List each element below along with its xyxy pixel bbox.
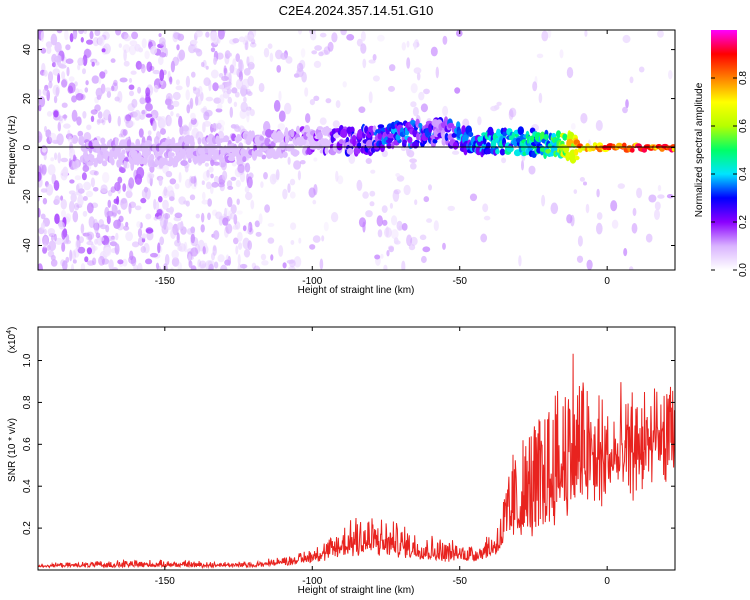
snr-frame — [37, 326, 676, 571]
colorbar-tick-label: 0.6 — [738, 119, 749, 133]
spectrogram-panel: -150 -100 -50 0 -40 -20 0 20 40 Height of straig… — [7, 29, 676, 296]
snr-xtick-label: -150 — [155, 576, 175, 587]
colorbar-label: Normalized spectral amplitude — [694, 82, 705, 217]
spectrogram-ytick-label: -40 — [22, 238, 33, 253]
snr-xtick-label: 0 — [604, 576, 610, 587]
colorbar: 0.0 0.2 0.4 0.6 0.8 Normalized spectral ampl… — [694, 30, 749, 277]
spectrogram-frame — [37, 29, 676, 271]
svg-text:(x104): (x104) — [6, 327, 18, 354]
snr-scale-label: (x104) — [6, 327, 18, 354]
colorbar-tick-label: 0.2 — [738, 215, 749, 229]
snr-ytick-label: 1.0 — [22, 353, 33, 367]
spectrogram-image — [38, 30, 675, 270]
snr-xtick-label: -50 — [452, 576, 467, 587]
snr-panel: -150 -100 -50 0 0.2 0.4 0.6 0.8 1.0 Height of st… — [6, 326, 676, 596]
snr-line-layer — [38, 353, 675, 570]
colorbar-gradient — [711, 30, 737, 270]
spectrogram-xtick-label: 0 — [604, 276, 610, 287]
snr-series-line — [38, 353, 675, 570]
colorbar-tick-label: 0.0 — [738, 263, 749, 277]
colorbar-ticks: 0.0 0.2 0.4 0.6 0.8 — [711, 71, 749, 277]
spectrogram-ytick-label: 20 — [22, 93, 33, 105]
spectrogram-ytick-label: 0 — [22, 144, 33, 150]
spectrogram-xtick-label: -100 — [302, 276, 322, 287]
snr-scale-close: ) — [7, 327, 18, 330]
snr-scale-prefix: (x10 — [7, 333, 18, 353]
spectrogram-xtick-label: -150 — [155, 276, 175, 287]
figure-title: C2E4.2024.357.14.51.G10 — [279, 3, 434, 18]
colorbar-tick-label: 0.8 — [738, 71, 749, 85]
snr-ytick-label: 0.2 — [22, 521, 33, 535]
snr-ticks: -150 -100 -50 0 0.2 0.4 0.6 0.8 1.0 — [22, 327, 675, 587]
snr-ylabel: SNR (10 * v/v) — [7, 418, 18, 482]
snr-xtick-label: -100 — [302, 576, 322, 587]
snr-scale-exponent: 4 — [6, 330, 13, 334]
colorbar-tick-label: 0.4 — [738, 167, 749, 181]
snr-ytick-label: 0.4 — [22, 479, 33, 493]
spectrogram-xtick-label: -50 — [452, 276, 467, 287]
spectrogram-xlabel: Height of straight line (km) — [298, 285, 415, 296]
snr-ytick-label: 0.6 — [22, 437, 33, 451]
snr-xlabel: Height of straight line (km) — [298, 585, 415, 596]
spectrogram-ytick-label: 40 — [22, 44, 33, 56]
spectrogram-ytick-label: -20 — [22, 189, 33, 204]
spectrogram-ylabel: Frequency (Hz) — [7, 116, 18, 185]
spectrogram-ticks: -150 -100 -50 0 -40 -20 0 20 40 — [22, 30, 675, 287]
snr-ytick-label: 0.8 — [22, 395, 33, 409]
